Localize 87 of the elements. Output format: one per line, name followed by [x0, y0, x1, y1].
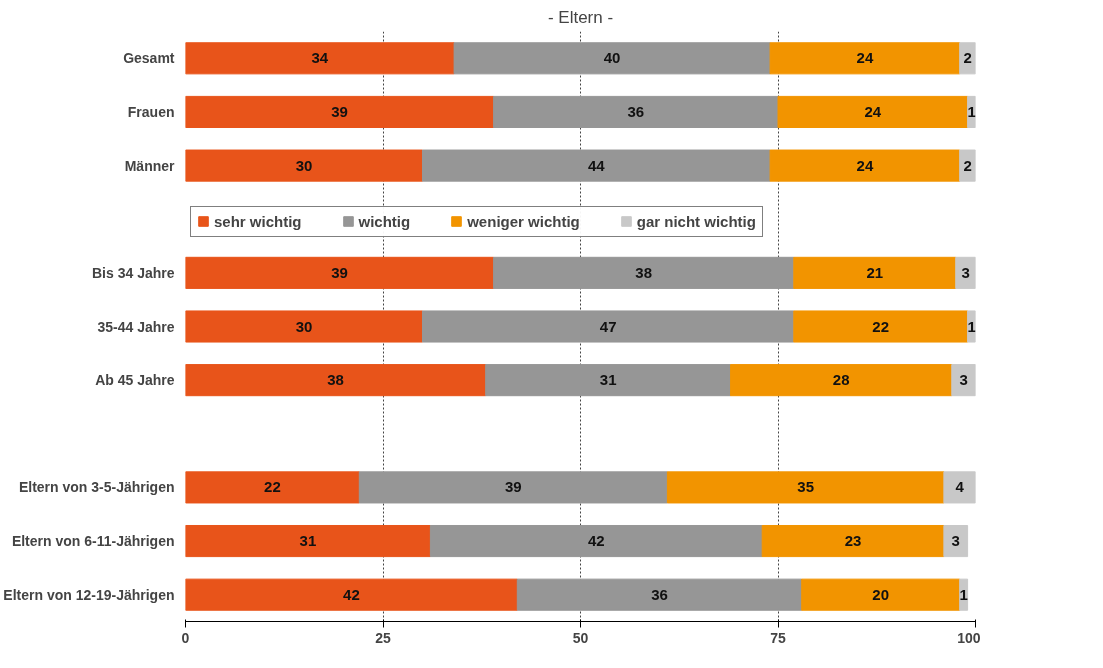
y-tick-label: Bis 34 Jahre: [92, 264, 175, 281]
bar: [358, 471, 668, 504]
data-label: 39: [331, 263, 348, 281]
bar: [761, 524, 945, 558]
data-label: 3: [951, 532, 960, 550]
y-tick-label: Ab 45 Jahre: [95, 372, 175, 389]
bar: [422, 310, 795, 343]
legend-label: sehr wichtig: [214, 212, 302, 230]
bar: [943, 524, 969, 558]
bar: [493, 95, 779, 129]
data-label: 30: [295, 156, 313, 174]
x-tick-label: 100: [957, 629, 981, 646]
data-label: 36: [651, 585, 668, 603]
bar: [185, 256, 495, 289]
y-tick-label: Männer: [124, 157, 176, 174]
x-tick-label: 75: [770, 629, 786, 646]
data-label: 39: [331, 102, 348, 120]
data-label: 22: [872, 317, 890, 335]
bar: [185, 471, 360, 504]
bar: [793, 310, 969, 343]
bar: [769, 149, 961, 182]
bar: [801, 578, 961, 611]
data-label: 30: [295, 317, 313, 335]
data-label: 1: [967, 317, 976, 335]
data-label: 35: [797, 478, 814, 496]
data-label: 47: [599, 317, 617, 335]
bar: [185, 42, 455, 75]
bar: [769, 42, 961, 75]
bar: [959, 42, 976, 75]
data-label: 42: [587, 532, 605, 550]
bar: [666, 471, 945, 504]
y-tick-label: Eltern von 6-11-Jährigen: [11, 533, 175, 550]
bar: [453, 42, 771, 75]
bar: [485, 364, 732, 397]
data-label: 23: [844, 532, 862, 550]
data-label: 1: [967, 102, 976, 120]
data-label: 44: [587, 156, 606, 174]
data-label: 42: [343, 585, 360, 603]
data-label: 24: [856, 156, 874, 174]
chart-title: - Eltern -: [547, 7, 614, 27]
data-label: 2: [963, 49, 972, 67]
bar: [185, 310, 423, 343]
data-label: 3: [959, 371, 968, 389]
bar: [951, 364, 976, 397]
data-label: 24: [856, 49, 874, 67]
data-label: 22: [264, 478, 281, 496]
bar: [730, 364, 953, 397]
bar: [493, 256, 795, 289]
data-label: 34: [311, 49, 329, 67]
legend-label: weniger wichtig: [467, 212, 580, 230]
data-label: 38: [327, 371, 344, 389]
data-label: 2: [963, 156, 972, 174]
data-label: 31: [599, 371, 617, 389]
bar: [793, 256, 957, 289]
data-label: 38: [635, 263, 653, 281]
bar: [516, 578, 803, 611]
bar: [422, 149, 771, 182]
y-tick-label: 35-44 Jahre: [97, 318, 175, 335]
data-label: 21: [866, 263, 884, 281]
bar: [185, 524, 431, 558]
data-label: 39: [505, 478, 522, 496]
x-tick-label: 25: [375, 629, 391, 646]
bar: [185, 578, 518, 611]
x-tick-label: 50: [572, 629, 589, 646]
bar: [185, 95, 495, 129]
bar: [777, 95, 969, 129]
data-label: 24: [864, 102, 882, 120]
data-label: 3: [961, 263, 970, 281]
bar: [429, 524, 763, 558]
bar: [185, 149, 423, 182]
x-tick-label: 0: [181, 629, 190, 646]
bar: [959, 149, 976, 182]
y-tick-label: Frauen: [127, 103, 175, 120]
data-label: 20: [872, 585, 890, 603]
y-tick-label: Gesamt: [123, 50, 175, 67]
legend-label: gar nicht wichtig: [636, 212, 756, 230]
data-label: 28: [832, 371, 850, 389]
y-tick-label: Eltern von 3-5-Jährigen: [18, 479, 175, 496]
bar: [185, 364, 487, 397]
data-label: 4: [955, 478, 965, 496]
data-label: 1: [959, 585, 968, 603]
data-label: 36: [627, 102, 645, 120]
data-label: 40: [603, 49, 621, 67]
bar: [943, 471, 976, 504]
legend-label: wichtig: [358, 212, 411, 230]
data-label: 31: [299, 532, 317, 550]
y-tick-label: Eltern von 12-19-Jährigen: [3, 586, 175, 603]
